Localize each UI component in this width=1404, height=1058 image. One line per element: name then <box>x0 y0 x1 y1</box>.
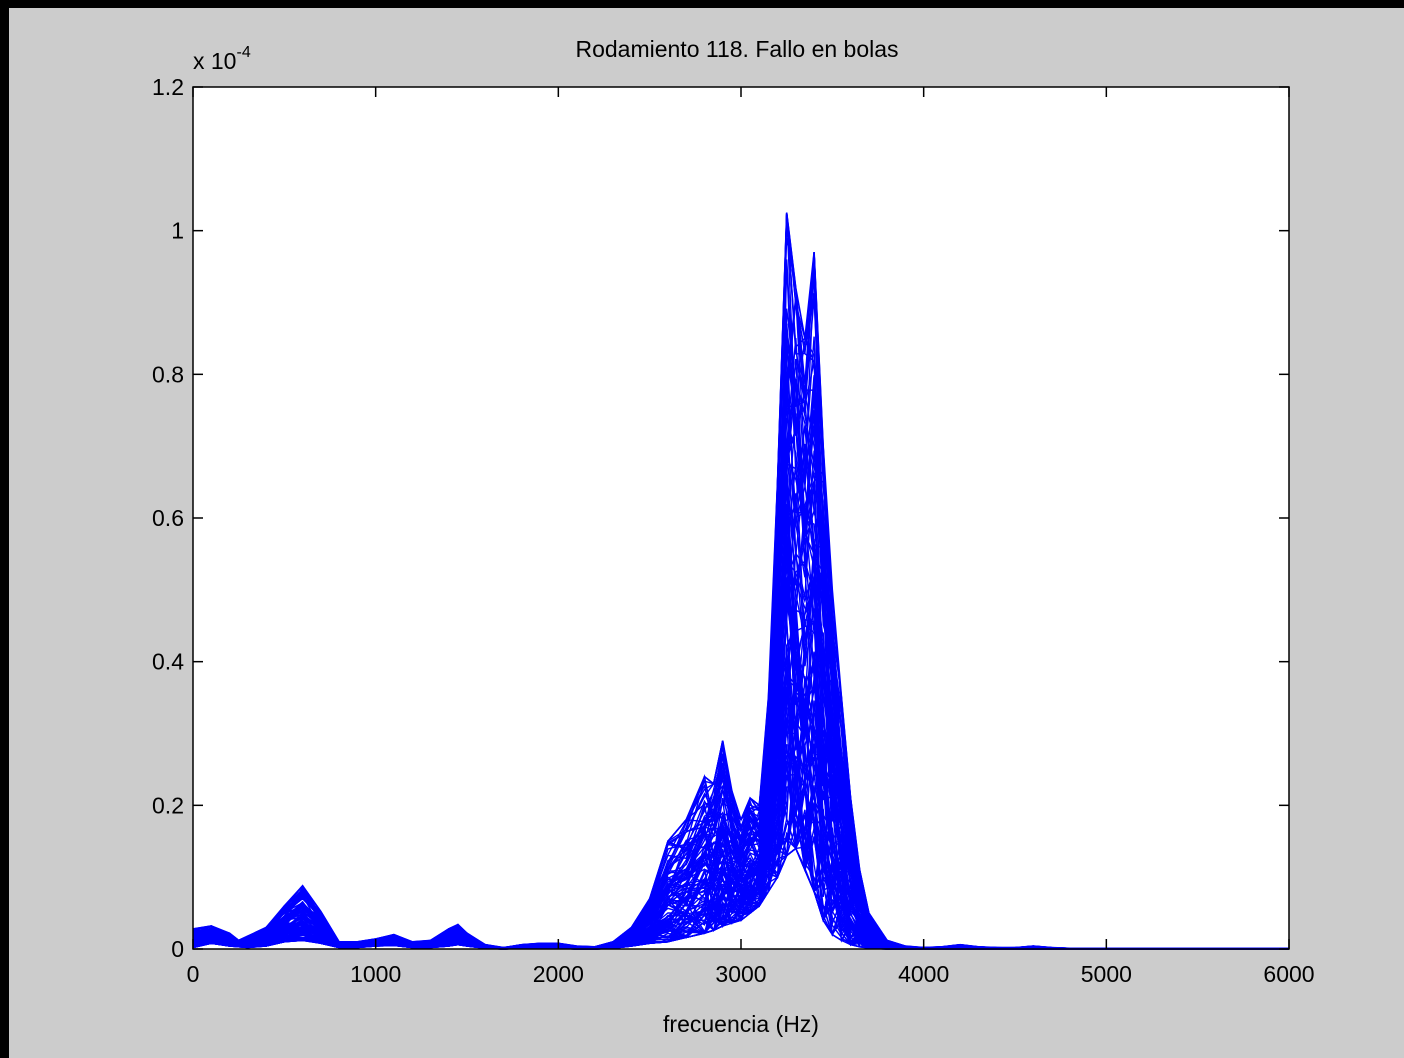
y-multiplier-label: x 10-4 <box>193 44 251 74</box>
x-tick-label: 0 <box>187 961 200 987</box>
y-tick-labels: 0 0.2 0.4 0.6 0.8 1 1.2 <box>152 74 184 962</box>
x-tick-label: 5000 <box>1081 961 1132 987</box>
ticks-group <box>192 86 1290 950</box>
figure-window: 0 1000 2000 3000 4000 5000 6000 0 0.2 0.4 0.6 0.8 1… <box>9 8 1404 1058</box>
y-tick-label: 0.2 <box>152 792 184 818</box>
x-tick-label: 6000 <box>1263 961 1314 987</box>
spectrum-line <box>192 344 1289 950</box>
y-tick-label: 0.6 <box>152 505 184 531</box>
y-multiplier-base: x 10 <box>193 48 236 74</box>
x-tick-labels: 0 1000 2000 3000 4000 5000 6000 <box>187 961 1315 987</box>
spectrum-envelope-line <box>192 212 1289 950</box>
x-tick-label: 1000 <box>350 961 401 987</box>
y-tick-label: 1.2 <box>152 74 184 100</box>
x-axis-label: frecuencia (Hz) <box>663 1011 819 1037</box>
axes-background <box>193 87 1289 949</box>
y-tick-label: 0.4 <box>152 649 184 675</box>
x-tick-label: 4000 <box>898 961 949 987</box>
x-tick-label: 3000 <box>715 961 766 987</box>
y-multiplier-exponent: -4 <box>236 44 250 61</box>
x-tick-label: 2000 <box>533 961 584 987</box>
spectrum-chart: 0 1000 2000 3000 4000 5000 6000 0 0.2 0.4 0.6 0.8 1… <box>152 36 1315 1037</box>
chart-title: Rodamiento 118. Fallo en bolas <box>575 36 898 62</box>
y-tick-label: 1 <box>171 218 184 244</box>
y-tick-label: 0.8 <box>152 361 184 387</box>
y-tick-label: 0 <box>171 936 184 962</box>
